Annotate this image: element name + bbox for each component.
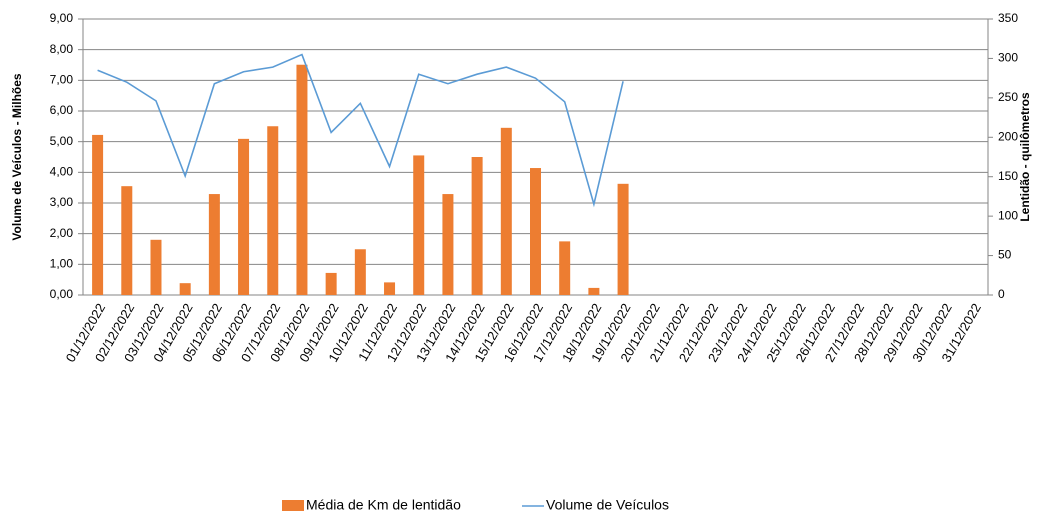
bar (442, 194, 454, 295)
bar (121, 186, 133, 295)
y2-tick-label: 50 (998, 248, 1012, 262)
legend-label: Volume de Veículos (546, 497, 669, 513)
bar (354, 249, 366, 295)
legend-swatch (282, 500, 304, 511)
y2-tick-label: 0 (998, 287, 1005, 301)
y2-tick-label: 150 (998, 169, 1018, 183)
legend-label: Média de Km de lentidão (306, 497, 461, 513)
bar (530, 168, 541, 295)
y-tick-label: 7,00 (50, 73, 74, 87)
y-tick-label: 4,00 (50, 165, 74, 179)
y-tick-label: 1,00 (50, 257, 74, 271)
bar (325, 272, 337, 295)
bar (588, 287, 600, 295)
y-axis-label: Volume de Veículos - Milhões (10, 73, 24, 240)
y2-tick-label: 300 (998, 51, 1018, 65)
bar (150, 239, 162, 295)
bar (238, 138, 250, 295)
bar (617, 183, 629, 295)
y2-tick-label: 200 (998, 129, 1018, 143)
bar (208, 194, 220, 295)
y2-axis-label: Lentidão - quilômetros (1018, 92, 1032, 222)
line (97, 53, 624, 208)
y-tick-label: 6,00 (50, 103, 74, 117)
bar (92, 134, 104, 295)
y2-tick-label: 100 (998, 208, 1018, 222)
y-tick-label: 3,00 (50, 195, 74, 209)
bar (179, 283, 191, 295)
bar (296, 64, 308, 295)
y-tick-label: 0,00 (50, 287, 74, 301)
y-tick-label: 5,00 (50, 134, 74, 148)
bar (267, 126, 279, 295)
bar (384, 282, 396, 295)
bar (413, 155, 425, 295)
y2-tick-label: 250 (998, 90, 1018, 104)
y-tick-label: 9,00 (50, 11, 74, 25)
y-tick-label: 2,00 (50, 226, 74, 240)
bar (559, 241, 571, 295)
bar (500, 127, 512, 295)
y-tick-label: 8,00 (50, 42, 74, 56)
y2-tick-label: 350 (998, 11, 1018, 25)
bar (471, 157, 483, 295)
